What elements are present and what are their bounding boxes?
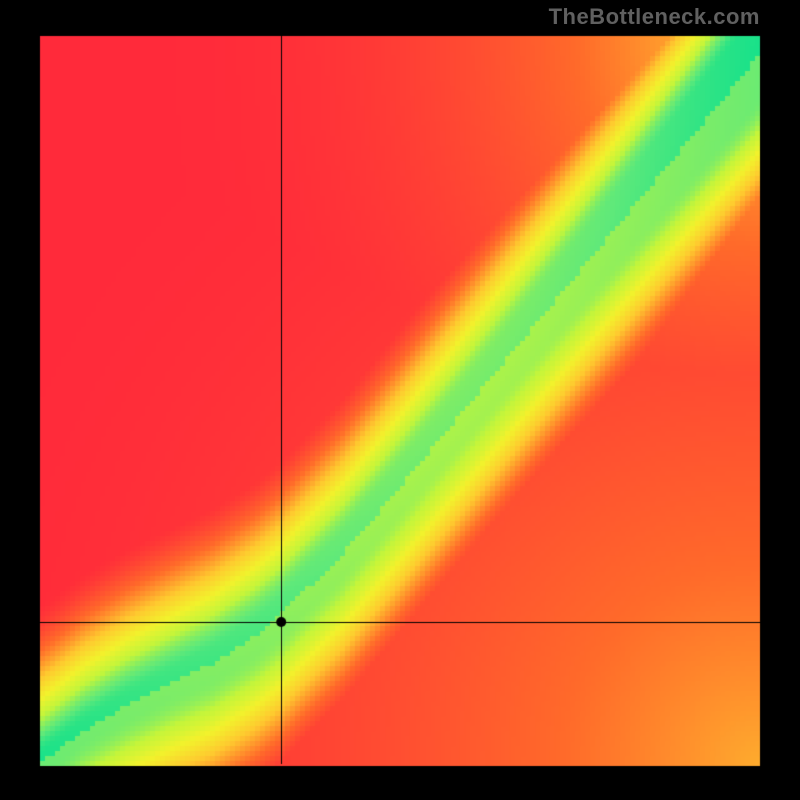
watermark-text: TheBottleneck.com bbox=[549, 4, 760, 30]
